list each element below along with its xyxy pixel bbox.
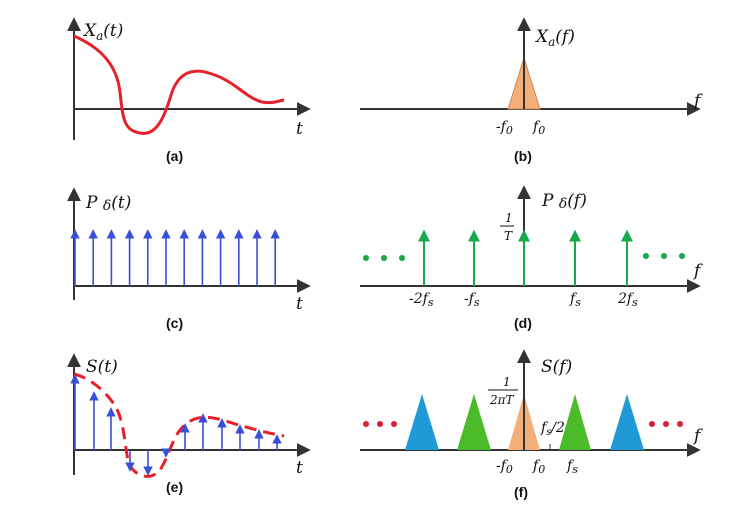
svg-text:1: 1: [505, 211, 513, 225]
dots-right-f: [649, 421, 683, 427]
panel-d-caption: (d): [514, 315, 532, 331]
panel-c-xlabel: t: [296, 294, 303, 314]
panel-f: 1 2πT S(f) fs/2 f -f0 f0 fs (f): [360, 349, 703, 500]
panel-d-ylabel: P δ(f): [541, 191, 587, 212]
panel-f-tick-f0: f0: [532, 458, 545, 476]
dots-left-f: [363, 421, 397, 427]
spectrum-replica-2fs: [610, 394, 644, 450]
panel-b-tick-neg-f0: -f0: [496, 119, 513, 137]
panel-a-ylabel: Xa(t): [82, 21, 123, 43]
panel-d-tick-fs: fs: [569, 291, 581, 309]
signal-curve-a: [73, 34, 285, 135]
panel-a-caption: (a): [166, 148, 183, 164]
panel-b-caption: (b): [514, 148, 532, 164]
panel-f-amplitude-label: 1 2πT: [488, 375, 518, 407]
panel-a-xlabel: t: [296, 119, 303, 139]
panel-d: 1 T P δ(f) f -2fs -fs fs 2fs (d): [360, 185, 703, 331]
panel-f-tick-neg-f0: -f0: [496, 458, 513, 476]
panel-d-xlabel: f: [692, 261, 703, 281]
panel-f-tick-fs: fs: [566, 458, 578, 476]
spectrum-replica--2fs: [405, 394, 439, 450]
panel-b: Xa(f) f -f0 f0 (b): [360, 17, 703, 164]
svg-text:1: 1: [503, 375, 511, 389]
dots-right-d: [643, 253, 685, 259]
panel-f-ylabel: S(f): [541, 357, 572, 377]
panel-c-ylabel: P δ(t): [85, 193, 131, 214]
panel-d-tick-neg-2fs: -2fs: [409, 291, 434, 309]
panel-a: Xa(t) t (a): [67, 17, 311, 164]
panel-e-ylabel: S(t): [86, 357, 118, 377]
panel-d-tick-neg-fs: -fs: [464, 291, 480, 309]
svg-text:T: T: [504, 229, 513, 243]
svg-text:2πT: 2πT: [489, 393, 515, 407]
panel-b-xlabel: f: [692, 91, 703, 111]
dots-left-d: [363, 255, 405, 261]
panel-b-ylabel: Xa(f): [534, 27, 575, 49]
panel-c: P δ(t) t (c): [67, 187, 311, 331]
panel-e-caption: (e): [166, 479, 183, 495]
panel-f-half-fs-label: fs/2: [540, 420, 565, 438]
spectrum-replica--fs: [457, 394, 491, 450]
panel-e: S(t) t (e): [67, 353, 311, 495]
spectrum-replica-fs: [559, 394, 591, 450]
signal-envelope-e: [73, 372, 285, 478]
panel-f-xlabel: f: [692, 426, 703, 446]
panel-c-caption: (c): [166, 315, 183, 331]
panel-f-caption: (f): [514, 484, 528, 500]
panel-d-tick-2fs: 2fs: [617, 291, 638, 309]
panel-b-tick-f0: f0: [532, 119, 545, 137]
panel-e-xlabel: t: [296, 458, 303, 478]
panel-d-amplitude-label: 1 T: [500, 211, 514, 243]
